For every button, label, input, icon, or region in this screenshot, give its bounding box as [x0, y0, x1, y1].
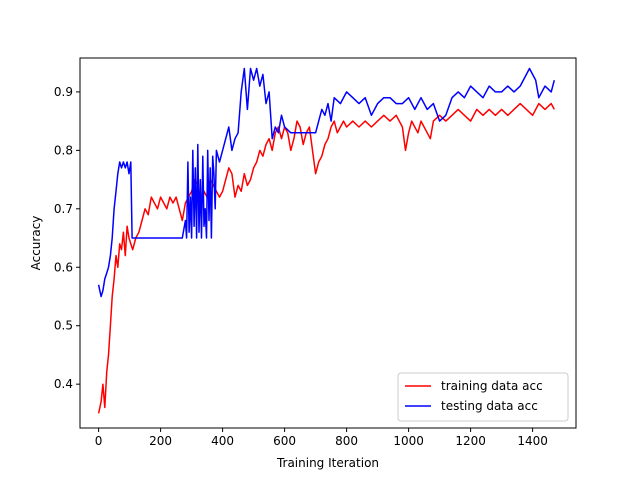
x-tick-label: 1000 — [393, 434, 424, 448]
y-tick-label: 0.5 — [54, 319, 73, 333]
legend-box — [397, 372, 569, 422]
series-line-testing — [97, 67, 556, 298]
plot-area — [97, 67, 556, 414]
y-axis: 0.4 0.5 0.6 0.7 0.8 0.9 — [54, 85, 80, 391]
series-line-training — [97, 102, 555, 414]
x-axis-label: Training Iteration — [276, 456, 379, 470]
y-tick-label: 0.4 — [54, 377, 73, 391]
x-tick-label: 400 — [211, 434, 234, 448]
x-tick-label: 1400 — [517, 434, 548, 448]
y-tick-label: 0.7 — [54, 202, 73, 216]
x-tick-label: 600 — [273, 434, 296, 448]
x-axis: 0 200 400 600 800 1000 1200 1400 — [95, 428, 548, 448]
x-tick-label: 0 — [95, 434, 103, 448]
plot-frame — [79, 57, 577, 429]
x-tick-label: 200 — [149, 434, 172, 448]
legend-label: testing data acc — [441, 399, 538, 413]
y-tick-label: 0.6 — [54, 260, 73, 274]
legend-label: training data acc — [441, 379, 543, 393]
y-tick-label: 0.9 — [54, 85, 73, 99]
x-tick-label: 1200 — [455, 434, 486, 448]
x-tick-label: 800 — [335, 434, 358, 448]
legend: training data acc testing data acc — [397, 372, 569, 422]
y-axis-label: Accuracy — [29, 216, 43, 271]
y-tick-label: 0.8 — [54, 143, 73, 157]
